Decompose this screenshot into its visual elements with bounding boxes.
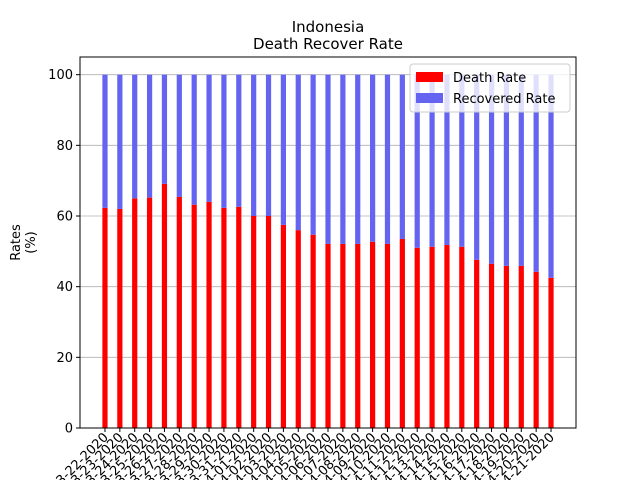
bar-segment (295, 74, 301, 231)
bar-segment (176, 74, 182, 197)
bar-segment (503, 74, 510, 266)
bar-segment (444, 244, 450, 428)
bar-segment (102, 74, 108, 208)
bar-segment (474, 259, 480, 428)
bar-segment (280, 74, 286, 225)
bar-segment (176, 196, 182, 428)
bar-segment (132, 74, 138, 199)
axes-frame (79, 56, 577, 429)
bar-segment (340, 74, 346, 244)
bar-segment (191, 204, 197, 428)
bar-segment (102, 207, 108, 428)
y-tick-label: 80 (56, 139, 73, 154)
y-tick-label: 100 (48, 68, 73, 83)
bar-segment (384, 74, 391, 244)
bar-segment (117, 74, 123, 209)
bar-segment (206, 74, 212, 202)
bar-segment (518, 74, 524, 266)
y-tick-label: 40 (56, 280, 73, 295)
bar-segment (459, 74, 465, 247)
bar-segment (325, 74, 331, 244)
bar-segment (117, 208, 123, 428)
legend-label: Recovered Rate (453, 92, 556, 107)
bar-segment (310, 234, 316, 428)
bar-segment (146, 197, 153, 428)
bar-segment (414, 74, 420, 248)
bar-segment (459, 246, 465, 428)
bar-segment (132, 198, 138, 428)
bar-segment (325, 243, 331, 428)
bar-segment (280, 224, 286, 428)
bar-segment (503, 265, 510, 428)
bar-segment (355, 74, 361, 244)
y-tick-label: 20 (56, 351, 73, 366)
bar-segment (265, 74, 272, 217)
legend-swatch (416, 72, 443, 82)
bar-segment (474, 74, 480, 260)
bar-segment (251, 216, 257, 428)
bar-segment (310, 74, 316, 235)
bar-segment (429, 246, 435, 428)
legend-box (409, 63, 571, 113)
y-tick-label: 60 (56, 210, 73, 225)
bar-segment (221, 207, 227, 428)
bar-segment (548, 277, 554, 428)
y-tick-label: 0 (65, 422, 73, 437)
bar-segment (384, 243, 391, 428)
bar-segment (429, 74, 435, 247)
legend-label: Death Rate (453, 71, 526, 86)
bar-segment (146, 74, 153, 198)
bar-segment (548, 74, 554, 278)
bar-segment (236, 74, 242, 207)
bar-segment (399, 74, 405, 239)
chart-subtitle: Death Recover Rate (253, 35, 403, 53)
bar-segment (295, 230, 301, 428)
bar-segment (370, 74, 376, 242)
legend-swatch (416, 93, 443, 103)
bar-segment (265, 216, 272, 428)
bar-segment (533, 271, 539, 428)
bar-segment (533, 74, 539, 272)
y-axis-label: Rates (9, 224, 24, 261)
bar-segment (191, 74, 197, 205)
bar-segment (251, 74, 257, 217)
bar-segment (399, 238, 405, 428)
bar-segment (488, 74, 495, 264)
bar-segment (355, 243, 361, 428)
bar-segment (488, 263, 495, 428)
y-axis-label: (%) (24, 231, 39, 254)
bar-segment (161, 74, 168, 184)
bar-segment (414, 247, 420, 428)
bar-segment (518, 265, 524, 428)
bar-segment (340, 243, 346, 428)
bar-segment (444, 74, 450, 245)
bar-segment (161, 183, 168, 428)
bar-segment (206, 201, 212, 428)
bar-segment (221, 74, 227, 208)
bar-segment (236, 206, 242, 428)
bar-segment (370, 241, 376, 428)
chart-title: Indonesia (292, 18, 365, 36)
